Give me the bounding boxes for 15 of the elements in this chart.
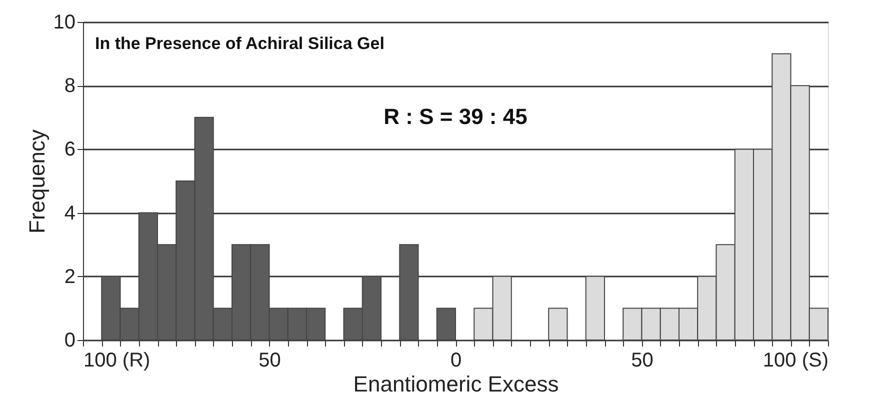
- y-tick-label: 10: [53, 12, 76, 34]
- annotation: R : S = 39 : 45: [384, 104, 528, 129]
- x-tick-label: 0: [450, 350, 462, 372]
- y-axis-title: Frequency: [24, 130, 50, 234]
- x-axis-title: Enantiomeric Excess: [353, 372, 559, 396]
- x-tick-label: 100 (R): [84, 350, 150, 372]
- y-tick-label: 8: [64, 75, 76, 98]
- x-tick-label: 100 (S): [762, 350, 828, 372]
- y-tick-label: 6: [64, 138, 76, 161]
- x-tick-label: 50: [631, 350, 654, 372]
- annotation: In the Presence of Achiral Silica Gel: [95, 34, 384, 53]
- y-tick-label: 2: [64, 266, 76, 288]
- x-tick-label: 50: [258, 350, 281, 372]
- y-tick-label: 4: [64, 202, 76, 224]
- y-tick-label: 0: [64, 330, 76, 352]
